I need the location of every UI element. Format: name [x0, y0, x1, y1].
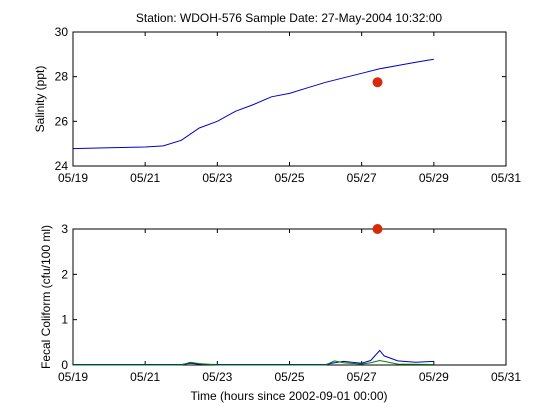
- fecal-coliform-x-tick-label: 05/25: [274, 370, 304, 384]
- fecal-coliform-y-tick-label: 3: [61, 222, 68, 236]
- salinity-x-tick-label: 05/21: [130, 171, 160, 185]
- salinity-x-tick-label: 05/29: [419, 171, 449, 185]
- fecal-coliform-sample-point: [372, 224, 383, 234]
- fecal-coliform-x-tick-label: 05/21: [130, 370, 160, 384]
- salinity-sample-point: [372, 77, 383, 88]
- fecal-coliform-series-line-2: [73, 359, 434, 366]
- time-x-axis-label: Time (hours since 2002-09-01 00:00): [191, 389, 388, 403]
- fecal-coliform-series-line-1: [73, 349, 434, 365]
- salinity-series-line-1: [72, 58, 434, 150]
- fecal-coliform-x-tick-label: 05/27: [347, 370, 377, 384]
- salinity-y-tick-label: 30: [55, 25, 69, 39]
- salinity-x-tick-label: 05/25: [274, 171, 304, 185]
- salinity-x-tick-label: 05/23: [202, 171, 232, 185]
- salinity-panel: Salinity (ppt) 05/19 05/21 05/23 05/25 05/27…: [33, 25, 521, 185]
- fecal-coliform-plot-area: [72, 228, 507, 366]
- fecal-coliform-x-tick-label: 05/29: [419, 370, 449, 384]
- fecal-coliform-y-tick-label: 2: [61, 267, 68, 281]
- chart-title: Station: WDOH-576 Sample Date: 27-May-20…: [136, 11, 442, 25]
- salinity-x-tick-label: 05/27: [347, 171, 377, 185]
- fecal-coliform-x-tick-label: 05/19: [58, 370, 88, 384]
- salinity-x-tick-label: 05/31: [491, 171, 521, 185]
- fecal-coliform-y-tick-label: 1: [61, 313, 68, 327]
- salinity-y-tick-label: 28: [55, 70, 69, 84]
- salinity-y-tick-label: 24: [55, 159, 69, 173]
- fecal-coliform-x-tick-label: 05/23: [202, 370, 232, 384]
- fecal-coliform-y-tick-label: 0: [61, 358, 68, 372]
- salinity-x-tick-label: 05/19: [58, 171, 88, 185]
- salinity-plot-area: [72, 31, 507, 167]
- salinity-y-tick-label: 26: [55, 114, 69, 128]
- fecal-coliform-x-tick-label: 05/31: [491, 370, 521, 384]
- fecal-coliform-y-axis-label: Fecal Coliform (cfu/100 ml): [39, 225, 53, 369]
- fecal-coliform-panel: Fecal Coliform (cfu/100 ml) Time (hours …: [39, 222, 521, 403]
- salinity-y-axis-label: Salinity (ppt): [33, 66, 47, 133]
